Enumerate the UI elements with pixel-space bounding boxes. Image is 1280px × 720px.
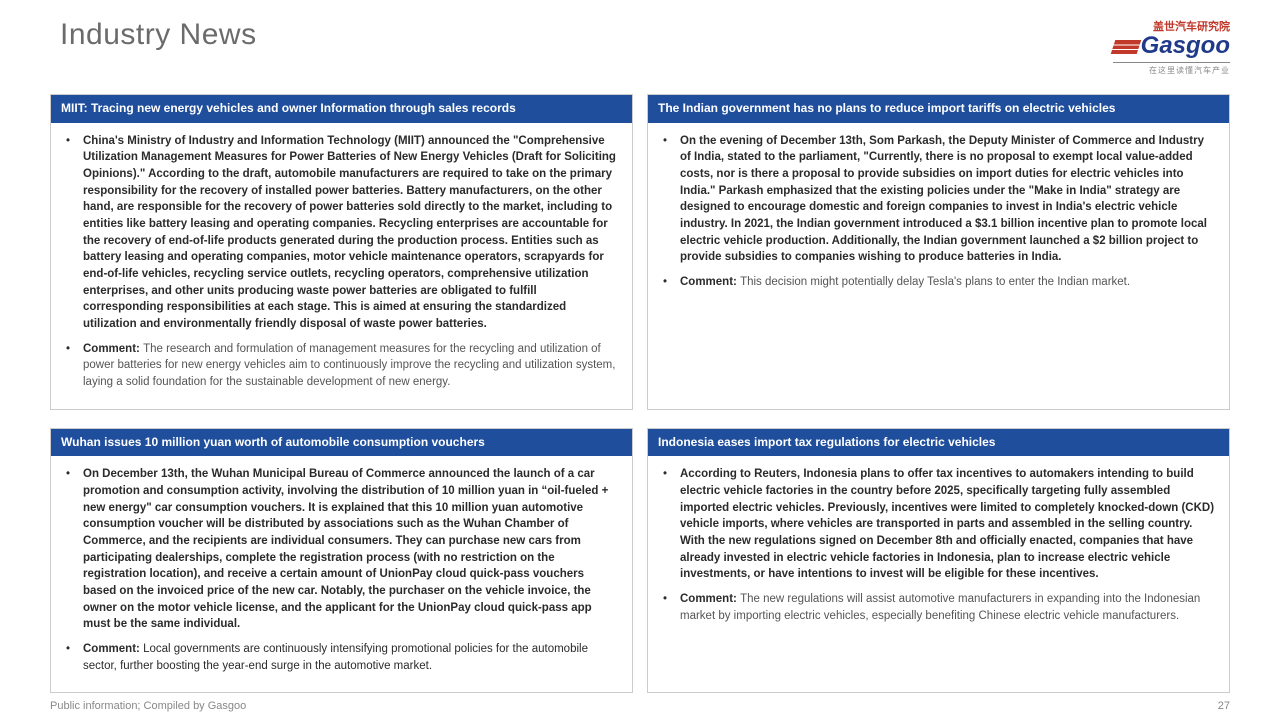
news-comment-bullet: Comment: The new regulations will assist… xyxy=(658,591,1215,624)
logo: 盖世汽车研究院 Gasgoo 在这里读懂汽车产业 xyxy=(1113,18,1230,76)
card-title: Wuhan issues 10 million yuan worth of au… xyxy=(51,429,632,457)
comment-content: This decision might potentially delay Te… xyxy=(740,276,1130,288)
page-footer: Public information; Compiled by Gasgoo 2… xyxy=(50,700,1230,712)
logo-main: Gasgoo xyxy=(1113,32,1230,63)
news-body-text: China's Ministry of Industry and Informa… xyxy=(83,133,618,333)
news-card: The Indian government has no plans to re… xyxy=(647,94,1230,410)
news-comment-text: Comment: This decision might potentially… xyxy=(680,274,1215,291)
page-number: 27 xyxy=(1218,700,1230,712)
card-body: According to Reuters, Indonesia plans to… xyxy=(648,456,1229,642)
comment-label: Comment: xyxy=(83,343,143,355)
comment-content: Local governments are continuously inten… xyxy=(83,643,588,672)
card-body: China's Ministry of Industry and Informa… xyxy=(51,123,632,409)
news-body-bullet: According to Reuters, Indonesia plans to… xyxy=(658,466,1215,583)
page-title: Industry News xyxy=(60,18,257,52)
news-comment-text: Comment: The research and formulation of… xyxy=(83,341,618,391)
news-body-bullet: China's Ministry of Industry and Informa… xyxy=(61,133,618,333)
comment-label: Comment: xyxy=(83,643,143,655)
news-body-bullet: On December 13th, the Wuhan Municipal Bu… xyxy=(61,466,618,633)
card-title: MIIT: Tracing new energy vehicles and ow… xyxy=(51,95,632,123)
card-body: On the evening of December 13th, Som Par… xyxy=(648,123,1229,309)
news-card: MIIT: Tracing new energy vehicles and ow… xyxy=(50,94,633,410)
page-header: Industry News 盖世汽车研究院 Gasgoo 在这里读懂汽车产业 xyxy=(0,0,1280,84)
news-comment-bullet: Comment: Local governments are continuou… xyxy=(61,641,618,674)
comment-content: The new regulations will assist automoti… xyxy=(680,593,1200,622)
news-body-bullet: On the evening of December 13th, Som Par… xyxy=(658,133,1215,266)
logo-subtitle: 在这里读懂汽车产业 xyxy=(1113,65,1230,76)
comment-content: The research and formulation of manageme… xyxy=(83,343,615,388)
card-title: Indonesia eases import tax regulations f… xyxy=(648,429,1229,457)
news-body-text: On December 13th, the Wuhan Municipal Bu… xyxy=(83,466,618,633)
news-comment-bullet: Comment: The research and formulation of… xyxy=(61,341,618,391)
comment-label: Comment: xyxy=(680,276,740,288)
footer-source: Public information; Compiled by Gasgoo xyxy=(50,700,246,712)
card-title: The Indian government has no plans to re… xyxy=(648,95,1229,123)
news-comment-text: Comment: The new regulations will assist… xyxy=(680,591,1215,624)
news-comment-bullet: Comment: This decision might potentially… xyxy=(658,274,1215,291)
news-grid: MIIT: Tracing new energy vehicles and ow… xyxy=(0,84,1280,693)
news-card: Wuhan issues 10 million yuan worth of au… xyxy=(50,428,633,694)
news-card: Indonesia eases import tax regulations f… xyxy=(647,428,1230,694)
news-comment-text: Comment: Local governments are continuou… xyxy=(83,641,618,674)
comment-label: Comment: xyxy=(680,593,740,605)
news-body-text: On the evening of December 13th, Som Par… xyxy=(680,133,1215,266)
news-body-text: According to Reuters, Indonesia plans to… xyxy=(680,466,1215,583)
card-body: On December 13th, the Wuhan Municipal Bu… xyxy=(51,456,632,692)
